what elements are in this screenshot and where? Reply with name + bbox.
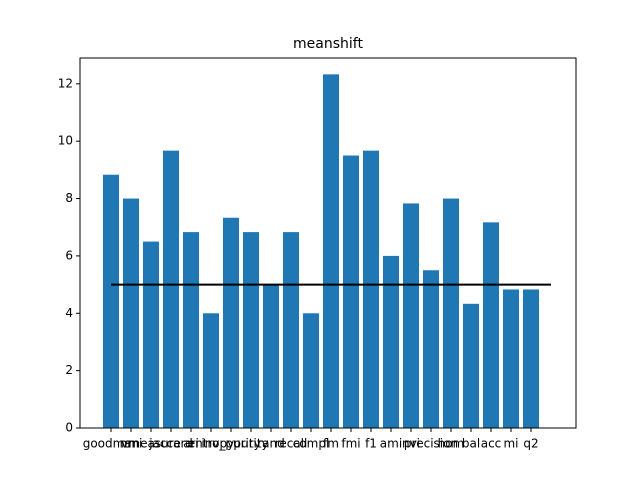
- x-tick-label: ami: [380, 437, 402, 451]
- x-tick-label: fmi: [341, 437, 360, 451]
- bar: [283, 232, 299, 428]
- y-tick-label: 8: [65, 191, 73, 205]
- bar: [503, 289, 519, 428]
- chart-title: meanshift: [293, 36, 363, 52]
- x-tick-label: f1: [365, 437, 377, 451]
- x-tick-label: hom: [438, 437, 465, 451]
- x-tick-label: jaccard: [148, 437, 193, 451]
- x-tick-label: nvi: [402, 437, 420, 451]
- bar: [523, 289, 539, 428]
- bar: [463, 303, 479, 428]
- bar: [263, 284, 279, 428]
- bar: [143, 241, 159, 428]
- bar: [203, 313, 219, 428]
- y-tick-label: 10: [58, 134, 73, 148]
- bar: [423, 270, 439, 428]
- x-tick-label: purity: [233, 437, 268, 451]
- bar: [323, 74, 339, 428]
- bar: [183, 232, 199, 428]
- bar: [243, 232, 259, 428]
- y-tick-label: 4: [65, 306, 73, 320]
- x-tick-label: goodman: [83, 437, 140, 451]
- x-tick-label: entropy: [188, 437, 234, 451]
- bar: [403, 203, 419, 428]
- y-tick-label: 2: [65, 363, 73, 377]
- bar: [163, 150, 179, 428]
- x-tick-label: nmi: [120, 437, 143, 451]
- x-tick-label: ari: [183, 437, 199, 451]
- x-tick-label: vmeasure: [121, 437, 180, 451]
- x-tick-label: precision: [404, 437, 458, 451]
- y-tick-label: 0: [65, 421, 73, 435]
- bar: [123, 198, 139, 428]
- bar: [343, 155, 359, 428]
- bar: [383, 255, 399, 428]
- x-tick-label: recall: [275, 437, 308, 451]
- x-tick-label: rand: [257, 437, 285, 451]
- plot-frame: [79, 57, 577, 429]
- bar: [483, 222, 499, 428]
- x-tick-label: fm: [323, 437, 339, 451]
- x-tick-label: bal: [462, 437, 480, 451]
- bar: [303, 313, 319, 428]
- y-tick-label: 6: [65, 248, 73, 262]
- y-tick-label: 12: [58, 76, 73, 90]
- bar: [223, 217, 239, 428]
- bar: [443, 198, 459, 428]
- bar: [103, 174, 119, 428]
- x-tick-label: inv_purity: [201, 437, 260, 451]
- bar: [363, 150, 379, 428]
- x-tick-label: compl: [293, 437, 330, 451]
- x-tick-label: acc: [481, 437, 502, 451]
- x-tick-label: mi: [503, 437, 518, 451]
- x-tick-label: q2: [523, 437, 538, 451]
